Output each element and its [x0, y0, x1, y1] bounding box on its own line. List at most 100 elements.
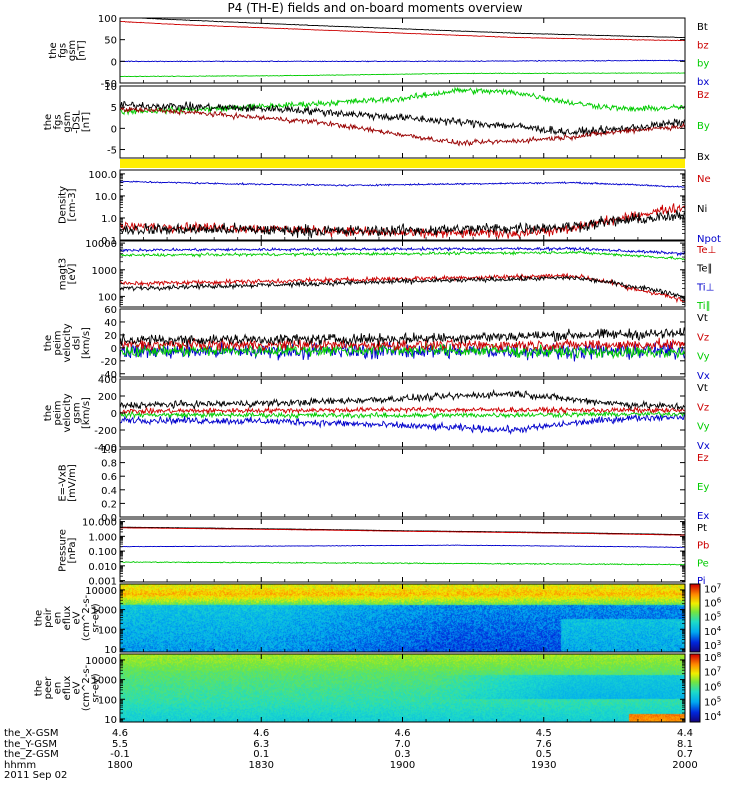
legend-Bx: Bx [697, 152, 710, 163]
y-axis-label: sr-eV) [91, 673, 102, 702]
y-tick-label: -40 [101, 370, 117, 381]
series-line-bx [119, 72, 686, 78]
y-axis-label: eflux [62, 676, 73, 701]
footer-value: 4.5 [535, 728, 552, 739]
legend-Bt: Bt [697, 22, 708, 33]
footer-value: 1830 [248, 759, 274, 771]
footer-value: 0.5 [535, 749, 552, 760]
y-tick-label: 1000 [92, 676, 117, 687]
y-tick-label: 0.1 [101, 236, 117, 247]
legend-Vx: Vx [697, 371, 710, 382]
legend-Bz: Bz [697, 90, 709, 101]
y-tick-label: -200 [94, 426, 117, 437]
y-axis-label: peer [43, 676, 54, 700]
y-tick-label: 0.6 [101, 472, 117, 483]
y-tick-label: 200 [98, 392, 117, 403]
footer-value: 1900 [389, 759, 416, 771]
series-line-Pi [119, 544, 685, 548]
y-tick-label: 10000 [85, 586, 117, 597]
series-line-Bt [120, 17, 685, 38]
y-tick-label: 0 [111, 124, 117, 135]
y-tick-label: 0.100 [88, 547, 117, 558]
colorbar-tick-label: 108 [704, 651, 721, 664]
y-tick-label: 0 [111, 57, 117, 68]
y-tick-label: 0 [111, 344, 117, 355]
colorbar-tick-label: 106 [704, 596, 722, 609]
colorbar-tick-label: 103 [704, 639, 721, 652]
footer-value: 1800 [107, 759, 133, 771]
panel-frame [119, 85, 686, 159]
plot-title: P4 (TH-E) fields and on-board moments ov… [227, 1, 523, 15]
y-axis-label: en [53, 612, 64, 625]
legend-Ni: Ni [697, 204, 707, 215]
series-line-Pe [119, 560, 686, 566]
y-tick-label: 100 [98, 695, 117, 706]
y-tick-label: 1.0 [101, 445, 117, 456]
legend-Vz: Vz [697, 402, 709, 413]
y-axis-label: velocity [62, 323, 73, 362]
y-tick-label: 0.4 [101, 486, 117, 497]
y-axis-label: [nT] [76, 40, 87, 60]
y-axis-label: (cm^2-s- [81, 594, 92, 641]
series-line-Vy [119, 342, 686, 360]
footer-label: hhmm [4, 759, 37, 771]
y-tick-label: 60 [104, 305, 117, 316]
series-line-bz [120, 20, 685, 42]
y-tick-label: 400 [98, 375, 117, 386]
series-line-Bx [119, 100, 686, 137]
legend-bx: bx [697, 77, 709, 88]
y-axis-label: gsm [62, 111, 73, 132]
colorbar-peir_eflux [690, 584, 700, 652]
y-axis-label: [nT] [81, 112, 92, 132]
y-axis-label: eflux [62, 606, 73, 631]
spectrogram-peer_eflux [120, 654, 685, 722]
y-tick-label: 10.000 [82, 518, 117, 529]
y-axis-label: the [43, 405, 54, 421]
y-tick-label: 100 [98, 292, 117, 303]
y-axis-label: peim [53, 400, 64, 425]
y-axis-label: magt3 [57, 258, 68, 291]
y-axis-label: sr-eV) [91, 603, 102, 632]
footer-value: 4.6 [394, 728, 411, 739]
legend-Te⊥: Te⊥ [696, 245, 716, 256]
footer-value: 0.7 [677, 749, 693, 760]
series-line-Vx [119, 413, 686, 436]
y-tick-label: -50 [101, 79, 117, 90]
y-axis-label: peim [53, 330, 64, 355]
y-tick-label: 0.2 [101, 499, 117, 510]
y-axis-label: [eV] [67, 264, 78, 285]
series-line-By [119, 86, 686, 116]
legend-Vy: Vy [697, 422, 710, 433]
y-axis-label: [km/s] [81, 327, 92, 359]
legend-Ne: Ne [697, 174, 711, 185]
legend-Vy: Vy [697, 352, 710, 363]
flag-band [120, 159, 685, 168]
y-axis-label: dsl [72, 336, 83, 350]
y-axis-label: fgs [57, 43, 68, 58]
footer-value: 6.3 [253, 738, 270, 750]
legend-Vt: Vt [697, 313, 708, 324]
colorbar-tick-label: 105 [704, 611, 721, 624]
panel-flag [120, 159, 685, 168]
y-axis-label: the [34, 610, 45, 626]
legend-by: by [697, 59, 709, 70]
y-axis-label: velocity [62, 393, 73, 432]
legend-Ez: Ez [697, 453, 709, 464]
spectrogram-peir_eflux [120, 584, 685, 652]
series-line-Te∥ [119, 274, 686, 301]
series-line-Ti∥ [119, 250, 686, 261]
colorbar-tick-label: 104 [704, 710, 722, 723]
y-tick-label: 10.0 [95, 192, 117, 203]
y-tick-label: 100.0 [88, 170, 117, 181]
footer-label: the_X-GSM [4, 728, 59, 739]
y-axis-label: Density [57, 186, 68, 224]
y-tick-label: 50 [104, 36, 117, 47]
y-tick-label: -5 [107, 146, 117, 157]
colorbar-tick-label: 105 [704, 695, 721, 708]
legend-Ti∥: Ti∥ [696, 301, 711, 312]
y-axis-label: (cm^2-s- [81, 664, 92, 711]
